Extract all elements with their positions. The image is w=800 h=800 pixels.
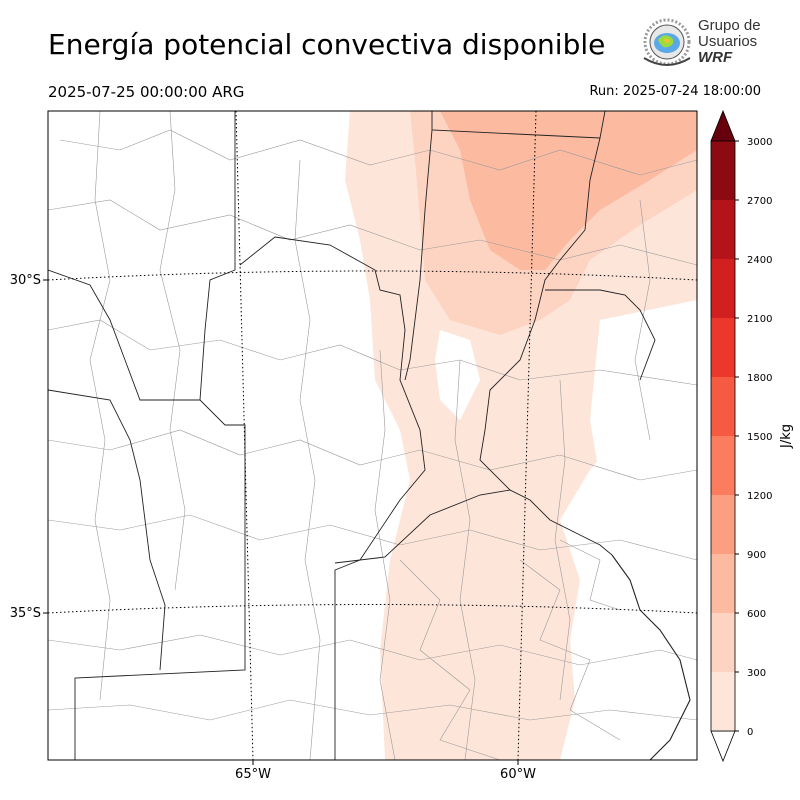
lat-label-35s: 35°S	[10, 606, 41, 621]
colorbar-tick-label: 0	[747, 727, 753, 738]
colorbar-bin	[711, 672, 735, 731]
colorbar-bin	[711, 318, 735, 377]
colorbar-tick-label: 600	[747, 609, 766, 620]
colorbar-frame	[710, 140, 736, 732]
lon-label-60w: 60°W	[500, 767, 536, 782]
logo-line-3: WRF	[698, 49, 733, 66]
colorbar: 0 300 600 900 1200 1500 1800 2100 2400 2700 3000	[710, 109, 772, 763]
colorbar-over-extension	[710, 109, 736, 142]
lon-label-65w: 65°W	[235, 767, 271, 782]
colorbar-tick-label: 2700	[747, 196, 772, 207]
colorbar-tick-label: 1500	[747, 432, 772, 443]
graticule	[48, 111, 697, 760]
globe-icon	[643, 18, 691, 66]
colorbar-bin	[711, 554, 735, 613]
wrf-users-logo: Grupo de Usuarios WRF	[638, 16, 768, 72]
colorbar-bin	[711, 613, 735, 672]
colorbar-tick-label: 2100	[747, 314, 772, 325]
colorbar-bin	[711, 377, 735, 436]
colorbar-tick-label: 300	[747, 668, 766, 679]
colorbar-tick-label: 3000	[747, 137, 772, 148]
colorbar-tick-label: 1200	[747, 491, 772, 502]
colorbar-bin	[711, 436, 735, 495]
logo-line-1: Grupo de	[698, 17, 761, 34]
colorbar-bin	[711, 495, 735, 554]
valid-time-label: 2025-07-25 00:00:00 ARG	[48, 83, 245, 101]
colorbar-under-extension	[710, 730, 736, 763]
logo-line-2: Usuarios	[698, 33, 758, 50]
colorbar-tick-label: 2400	[747, 255, 772, 266]
colorbar-bin	[711, 200, 735, 259]
map-frame	[47, 110, 698, 761]
colorbar-tick-label: 1800	[747, 373, 772, 384]
cape-field	[48, 111, 697, 760]
run-time-label: Run: 2025-07-24 18:00:00	[589, 84, 761, 99]
admin-boundaries	[48, 111, 697, 760]
colorbar-tick-label: 900	[747, 550, 766, 561]
colorbar-unit-label: J/kg	[779, 424, 794, 449]
colorbar-bin	[711, 141, 735, 200]
lat-label-30s: 30°S	[10, 273, 41, 288]
colorbar-bin	[711, 259, 735, 318]
chart-title: Energía potencial convectiva disponible	[48, 28, 606, 61]
